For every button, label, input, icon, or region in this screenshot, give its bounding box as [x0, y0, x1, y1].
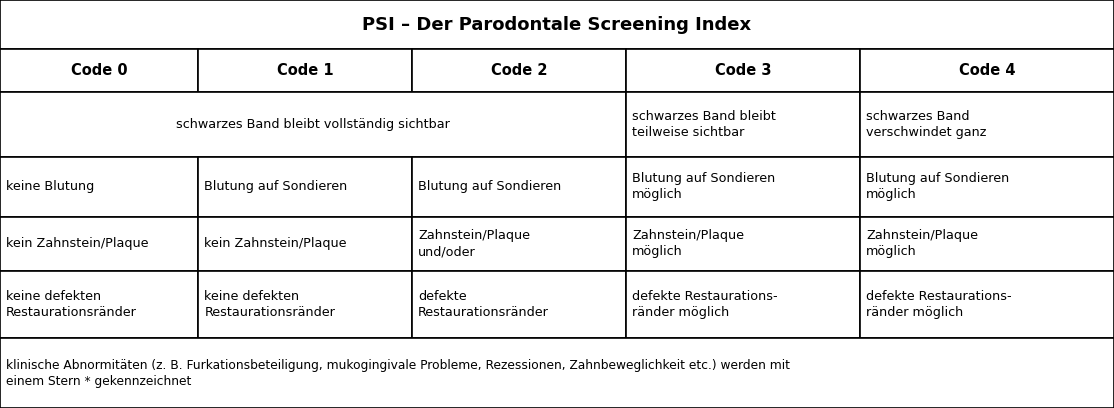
Text: keine Blutung: keine Blutung: [6, 180, 95, 193]
Text: Blutung auf Sondieren: Blutung auf Sondieren: [418, 180, 561, 193]
Text: schwarzes Band
verschwindet ganz: schwarzes Band verschwindet ganz: [866, 110, 986, 139]
Bar: [198, 217, 412, 271]
Text: klinische Abnormitäten (z. B. Furkationsbeteiligung, mukogingivale Probleme, Rez: klinische Abnormitäten (z. B. Furkations…: [6, 359, 790, 388]
Text: Code 3: Code 3: [715, 63, 771, 78]
Text: Zahnstein/Plaque
möglich: Zahnstein/Plaque möglich: [632, 229, 744, 258]
Bar: [0, 92, 626, 157]
Bar: [198, 157, 412, 217]
Bar: [412, 217, 626, 271]
Text: defekte Restaurations-
ränder möglich: defekte Restaurations- ränder möglich: [632, 290, 778, 319]
Bar: [860, 271, 1114, 338]
Text: keine defekten
Restaurationsränder: keine defekten Restaurationsränder: [204, 290, 335, 319]
Text: schwarzes Band bleibt vollständig sichtbar: schwarzes Band bleibt vollständig sichtb…: [176, 118, 450, 131]
Text: kein Zahnstein/Plaque: kein Zahnstein/Plaque: [204, 237, 346, 250]
Bar: [0, 0, 1114, 49]
Bar: [626, 92, 860, 157]
Bar: [626, 49, 860, 92]
Text: Code 1: Code 1: [277, 63, 333, 78]
Text: Code 0: Code 0: [71, 63, 127, 78]
Text: Code 2: Code 2: [491, 63, 547, 78]
Text: Zahnstein/Plaque
möglich: Zahnstein/Plaque möglich: [866, 229, 978, 258]
Text: Zahnstein/Plaque
und/oder: Zahnstein/Plaque und/oder: [418, 229, 530, 258]
Bar: [412, 271, 626, 338]
Bar: [860, 92, 1114, 157]
Bar: [198, 49, 412, 92]
Bar: [0, 157, 198, 217]
Text: Code 4: Code 4: [959, 63, 1015, 78]
Bar: [0, 271, 198, 338]
Text: defekte
Restaurationsränder: defekte Restaurationsränder: [418, 290, 549, 319]
Bar: [0, 217, 198, 271]
Text: Blutung auf Sondieren
möglich: Blutung auf Sondieren möglich: [632, 172, 775, 201]
Text: Blutung auf Sondieren
möglich: Blutung auf Sondieren möglich: [866, 172, 1009, 201]
Text: keine defekten
Restaurationsränder: keine defekten Restaurationsränder: [6, 290, 137, 319]
Text: PSI – Der Parodontale Screening Index: PSI – Der Parodontale Screening Index: [362, 16, 752, 34]
Bar: [198, 271, 412, 338]
Bar: [626, 157, 860, 217]
Bar: [0, 338, 1114, 408]
Text: schwarzes Band bleibt
teilweise sichtbar: schwarzes Band bleibt teilweise sichtbar: [632, 110, 776, 139]
Bar: [626, 217, 860, 271]
Bar: [626, 271, 860, 338]
Text: Blutung auf Sondieren: Blutung auf Sondieren: [204, 180, 348, 193]
Text: kein Zahnstein/Plaque: kein Zahnstein/Plaque: [6, 237, 148, 250]
Text: defekte Restaurations-
ränder möglich: defekte Restaurations- ränder möglich: [866, 290, 1012, 319]
Bar: [860, 49, 1114, 92]
Bar: [860, 157, 1114, 217]
Bar: [860, 217, 1114, 271]
Bar: [412, 157, 626, 217]
Bar: [0, 49, 198, 92]
Bar: [412, 49, 626, 92]
